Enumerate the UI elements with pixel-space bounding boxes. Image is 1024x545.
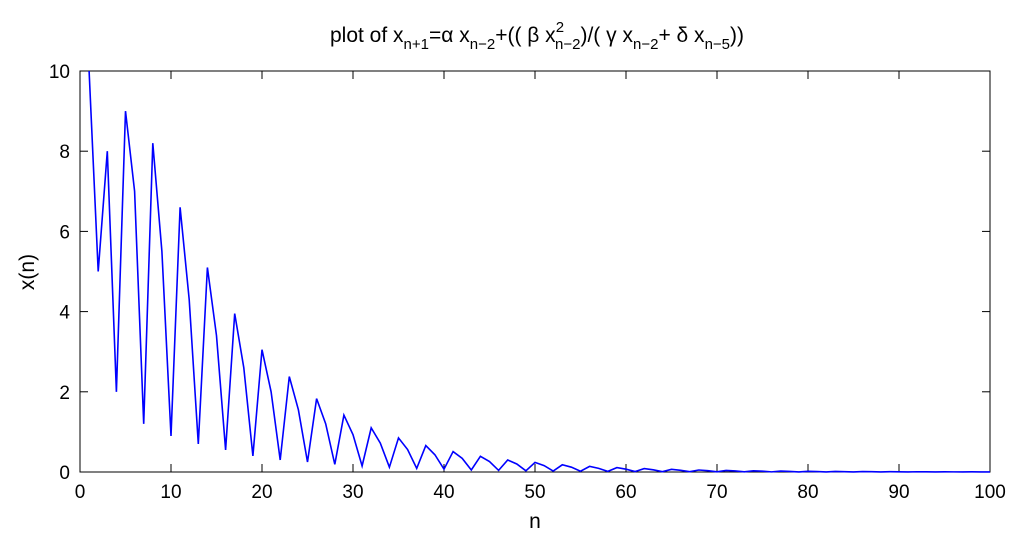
series-group	[88, 70, 991, 473]
x-tick-label: 60	[615, 482, 636, 503]
y-tick-label: 4	[59, 303, 70, 324]
y-tick-label: 0	[59, 463, 70, 484]
x-tick-label: 50	[524, 482, 545, 503]
plot-area	[79, 70, 991, 473]
x-axis-ticks: 0 10 20 30 40 50 60 70 80 90 100	[75, 71, 1006, 503]
x-tick-label: 10	[160, 482, 181, 503]
y-tick-label: 8	[59, 142, 70, 163]
y-tick-label: 2	[59, 383, 70, 404]
x-tick-label: 30	[342, 482, 363, 503]
x-tick-label: 90	[888, 482, 909, 503]
chart-title: plot of xn+1=α xn−2+(( β x2 n−2)/( γ xn−2…	[330, 19, 744, 53]
x-tick-label: 80	[797, 482, 818, 503]
x-tick-label: 0	[75, 482, 86, 503]
y-axis-ticks: 0 2 4 6 8 10	[49, 62, 990, 484]
y-tick-label: 6	[59, 222, 70, 243]
y-axis-label: x(n)	[16, 254, 39, 290]
x-tick-label: 100	[974, 482, 1006, 503]
x-tick-label: 70	[706, 482, 727, 503]
x-tick-label: 40	[433, 482, 454, 503]
series-line	[88, 70, 991, 473]
y-tick-label: 10	[49, 62, 70, 83]
x-tick-label: 20	[251, 482, 272, 503]
x-axis-label: n	[529, 510, 541, 533]
